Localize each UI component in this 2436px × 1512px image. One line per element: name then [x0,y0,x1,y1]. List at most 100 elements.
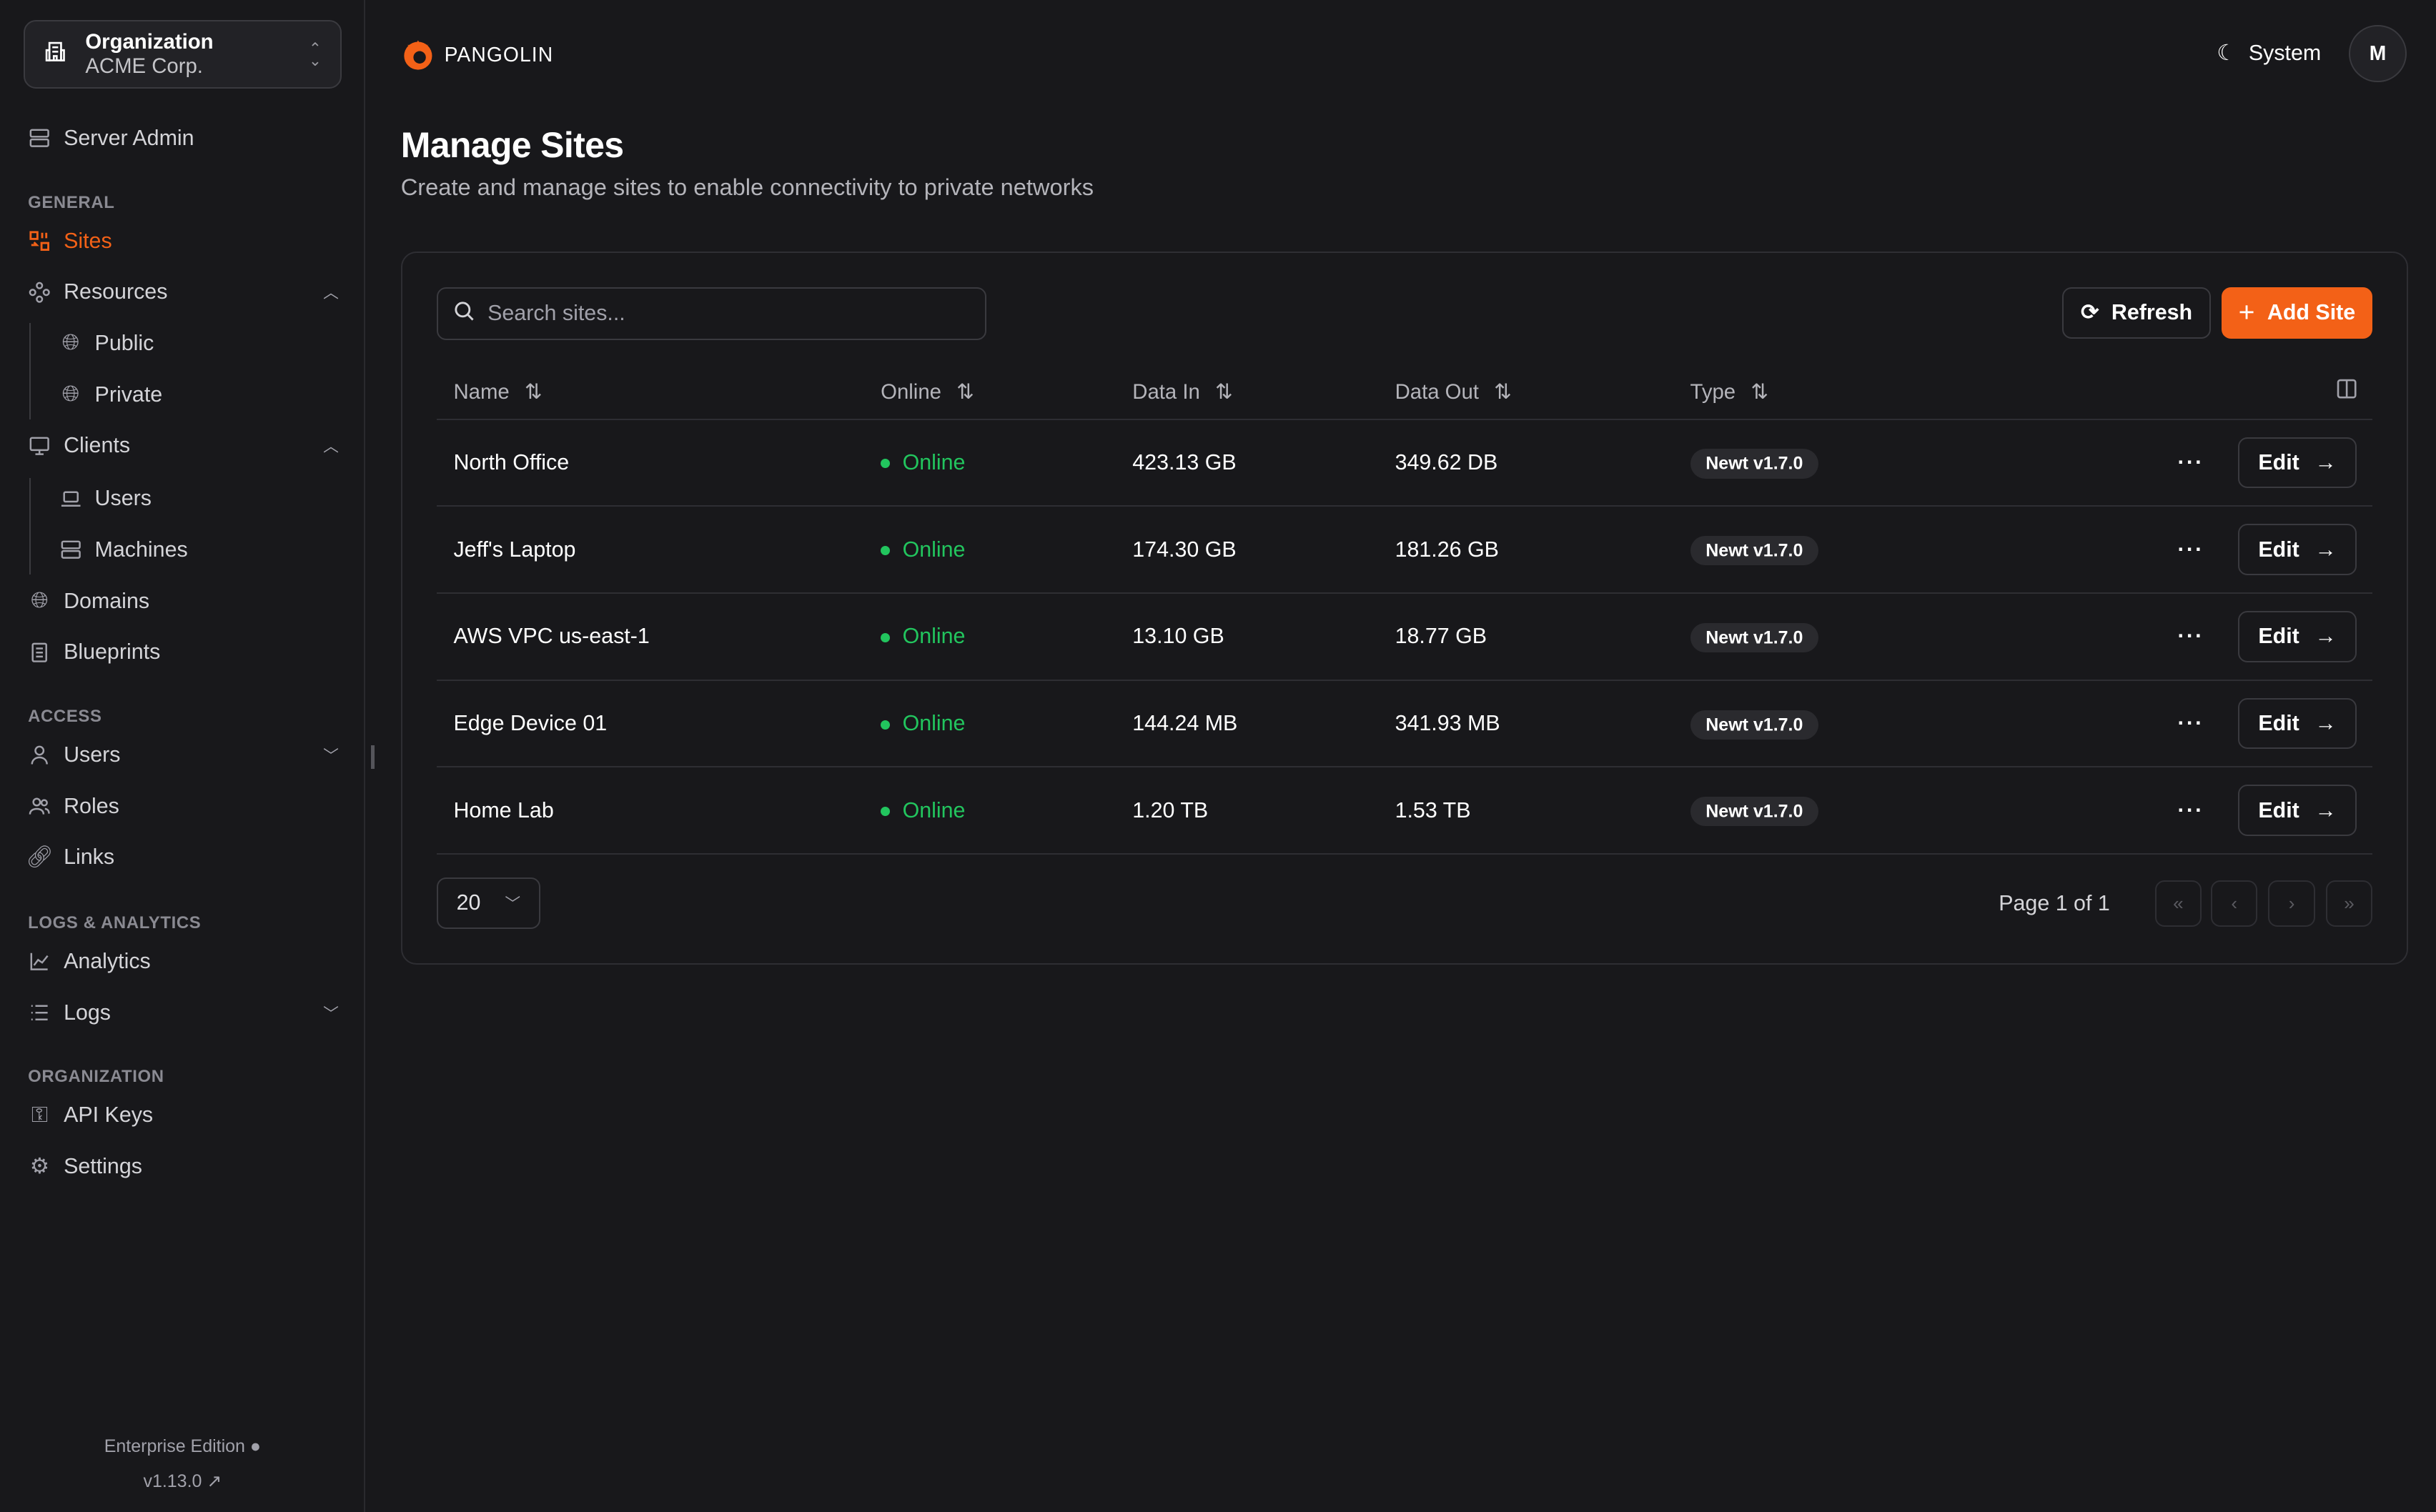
theme-toggle[interactable]: ☾ System [2217,41,2321,66]
column-header-data-in[interactable]: Data In ⇅ [1115,364,1378,420]
status-dot [881,807,891,817]
edit-button[interactable]: Edit → [2238,437,2357,489]
sidebar-item-domains[interactable]: 🌐︎ Domains [28,588,339,614]
type-badge: Newt v1.7.0 [1690,797,1819,827]
sidebar-resize-handle[interactable] [371,745,375,769]
more-actions-icon[interactable]: ··· [2177,711,2204,736]
columns-icon[interactable] [2337,379,2357,404]
column-header-name[interactable]: Name ⇅ [436,364,864,420]
table-row: North Office Online 423.13 GB 349.62 DB … [436,419,2372,507]
moon-icon: ☾ [2217,40,2237,65]
sidebar-item-settings[interactable]: ⚙ Settings [28,1154,339,1179]
globe-lock-icon: 🌐︎ [61,382,80,407]
page-size-select[interactable]: 20 ﹀ [436,877,541,929]
sidebar-item-roles[interactable]: Roles [28,794,339,819]
sidebar-item-users[interactable]: Users ﹀ [28,742,339,767]
label: Private [94,382,163,407]
site-name: Home Lab [436,767,864,855]
sidebar-item-server-admin[interactable]: Server Admin [28,126,339,151]
arrow-right-icon: → [2314,449,2337,474]
sidebar-item-api-keys[interactable]: ⚿ API Keys [28,1103,339,1128]
sidebar-item-links[interactable]: 🔗︎ Links [26,845,339,870]
version-link[interactable]: v1.13.0 ↗ [0,1471,365,1492]
chevron-down-icon: ﹀ [323,1004,339,1023]
online-status: Online [863,593,1116,681]
prev-page-button[interactable]: ‹ [2211,880,2258,927]
arrow-right-icon: → [2314,797,2337,822]
sidebar-item-clients[interactable]: Clients ︿ [28,433,339,458]
data-out: 1.53 TB [1377,767,1673,855]
sidebar-item-analytics[interactable]: Analytics [28,949,339,974]
online-status: Online [863,419,1116,507]
edit-label: Edit [2258,624,2299,649]
pangolin-logo-icon [404,40,432,70]
chevron-down-icon: ﹀ [323,746,339,765]
table-row: Home Lab Online 1.20 TB 1.53 TB Newt v1.… [436,767,2372,855]
more-actions-icon[interactable]: ··· [2177,797,2204,822]
status-dot [881,720,891,730]
column-label: Name [453,379,510,404]
edit-button[interactable]: Edit → [2238,697,2357,750]
monitor-icon [28,434,51,458]
sidebar-item-client-users[interactable]: Users [59,486,339,511]
add-site-label: Add Site [2267,300,2356,325]
site-name: North Office [436,419,864,507]
sidebar-item-logs[interactable]: Logs ﹀ [28,1000,339,1025]
section-logs: LOGS & ANALYTICS [28,913,202,933]
org-label: Organization [85,30,214,54]
last-page-button[interactable]: » [2325,880,2373,927]
sites-table: Name ⇅ Online ⇅ Data In ⇅ Data Out ⇅ Type ⇅ … [436,364,2372,855]
label: Logs [64,1000,112,1025]
search-input[interactable] [487,301,954,327]
sidebar-item-sites[interactable]: Sites [28,229,339,254]
file-text-icon [28,641,51,665]
label: Machines [94,537,188,562]
sort-icon: ⇅ [1215,379,1233,404]
chevrons-up-down-icon: ⌃ ⌄ [308,39,322,70]
status-text: Online [902,624,966,649]
brand-logo[interactable]: PANGOLIN [401,37,553,71]
sidebar-item-private[interactable]: 🌐︎ Private [59,382,339,407]
sidebar-item-resources[interactable]: Resources ︿ [28,279,339,304]
next-page-button[interactable]: › [2268,880,2315,927]
actions-cell: ··· Edit → [2139,506,2372,595]
status-text: Online [902,797,966,822]
column-header-online[interactable]: Online ⇅ [863,364,1116,420]
edit-button[interactable]: Edit → [2238,611,2357,662]
status-dot [881,632,891,642]
gear-icon: ⚙ [29,1153,50,1178]
section-organization: ORGANIZATION [28,1067,164,1087]
data-out: 18.77 GB [1377,593,1673,681]
sidebar-item-public[interactable]: 🌐︎ Public [59,330,339,356]
github-icon: ● [249,1436,262,1457]
column-header-type[interactable]: Type ⇅ [1673,364,2139,420]
more-actions-icon[interactable]: ··· [2177,537,2204,562]
edit-button[interactable]: Edit → [2238,524,2357,576]
sidebar-item-machines[interactable]: Machines [59,537,339,562]
edit-label: Edit [2258,711,2299,736]
data-in: 423.13 GB [1115,419,1378,507]
more-actions-icon[interactable]: ··· [2177,624,2204,649]
sort-icon: ⇅ [524,379,543,404]
org-name: ACME Corp. [85,54,203,79]
column-header-data-out[interactable]: Data Out ⇅ [1377,364,1673,420]
org-switcher[interactable]: Organization ACME Corp. ⌃ ⌄ [23,20,342,89]
status-dot [881,546,891,556]
more-actions-icon[interactable]: ··· [2177,449,2204,474]
add-site-button[interactable]: + Add Site [2221,287,2373,339]
first-page-button[interactable]: « [2154,880,2202,927]
sidebar-item-blueprints[interactable]: Blueprints [28,640,339,665]
column-label: Type [1690,379,1736,404]
label: Analytics [64,949,151,973]
refresh-label: Refresh [2111,300,2193,325]
server-icon [59,538,83,562]
laptop-icon [59,487,83,511]
edit-button[interactable]: Edit → [2238,785,2357,837]
search-field[interactable] [436,287,986,340]
sort-icon: ⇅ [1494,379,1512,404]
users-icon [28,795,51,818]
actions-cell: ··· Edit → [2139,419,2372,507]
avatar[interactable]: M [2349,24,2407,83]
edition-label[interactable]: Enterprise Edition ● [0,1436,365,1457]
refresh-button[interactable]: ⟳ Refresh [2062,287,2212,339]
